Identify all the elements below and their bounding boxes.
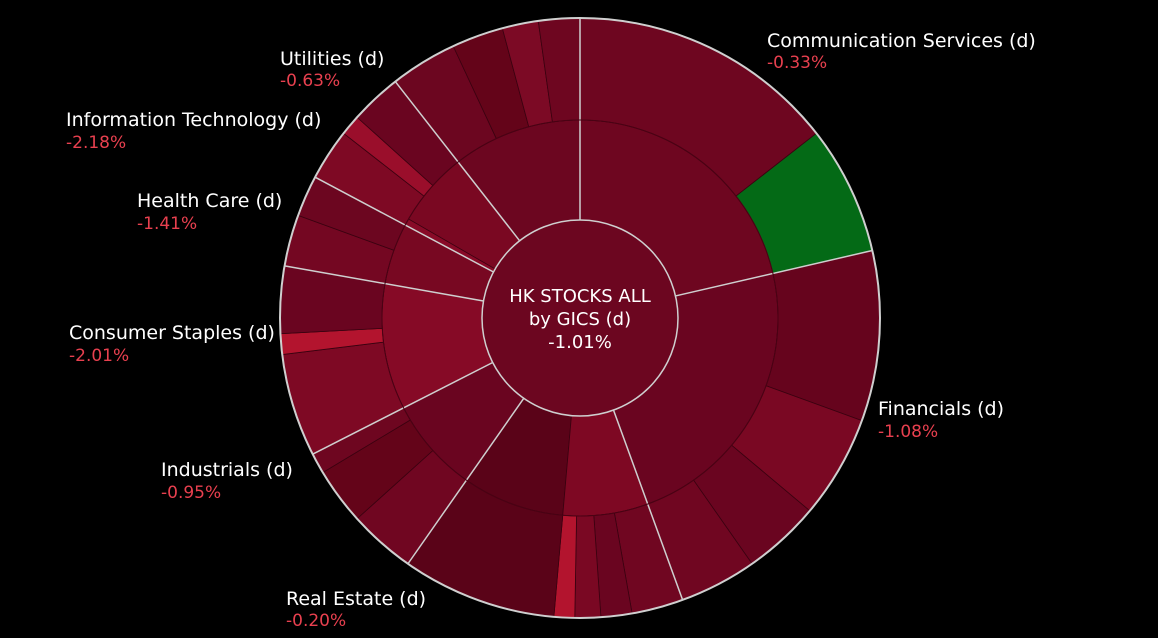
sector-divider bbox=[312, 361, 494, 455]
sector-label-change: -1.41% bbox=[137, 214, 197, 234]
sector-label-name[interactable]: Consumer Staples (d) bbox=[69, 322, 275, 344]
sector-labels: Communication Services (d) -0.33% Financ… bbox=[66, 30, 1036, 631]
outer-ring-border bbox=[279, 17, 881, 619]
sector-label-name[interactable]: Communication Services (d) bbox=[767, 30, 1036, 52]
sector-label-change: -0.20% bbox=[286, 611, 346, 631]
center-title: HK STOCKS ALL bbox=[509, 286, 651, 307]
sector-divider bbox=[612, 409, 684, 601]
sector-label-change: -0.95% bbox=[161, 483, 221, 503]
sector-label-name[interactable]: Information Technology (d) bbox=[66, 109, 321, 131]
center-subtitle: by GICS (d) bbox=[529, 309, 631, 330]
ring-boundary bbox=[381, 119, 779, 517]
sector-label-change: -0.33% bbox=[767, 53, 827, 73]
sector-dividers bbox=[284, 18, 873, 601]
sector-label-name[interactable]: Real Estate (d) bbox=[286, 588, 426, 610]
sector-label-name[interactable]: Financials (d) bbox=[878, 398, 1004, 420]
chart-segments bbox=[279, 17, 881, 619]
sector-divider bbox=[284, 265, 484, 302]
center-total-change: -1.01% bbox=[548, 332, 612, 353]
sector-label-change: -2.01% bbox=[69, 346, 129, 366]
sector-label-name[interactable]: Utilities (d) bbox=[280, 48, 384, 70]
sector-label-name[interactable]: Health Care (d) bbox=[137, 190, 282, 212]
center-hub[interactable] bbox=[481, 219, 679, 417]
sector-divider bbox=[675, 249, 873, 297]
sector-label-change: -0.63% bbox=[280, 71, 340, 91]
sector-label-name[interactable]: Industrials (d) bbox=[161, 459, 293, 481]
sector-divider bbox=[314, 176, 494, 273]
sector-label-change: -2.18% bbox=[66, 133, 126, 153]
sector-divider bbox=[407, 397, 525, 565]
sector-divider bbox=[394, 81, 521, 242]
sector-label-change: -1.08% bbox=[878, 422, 938, 442]
